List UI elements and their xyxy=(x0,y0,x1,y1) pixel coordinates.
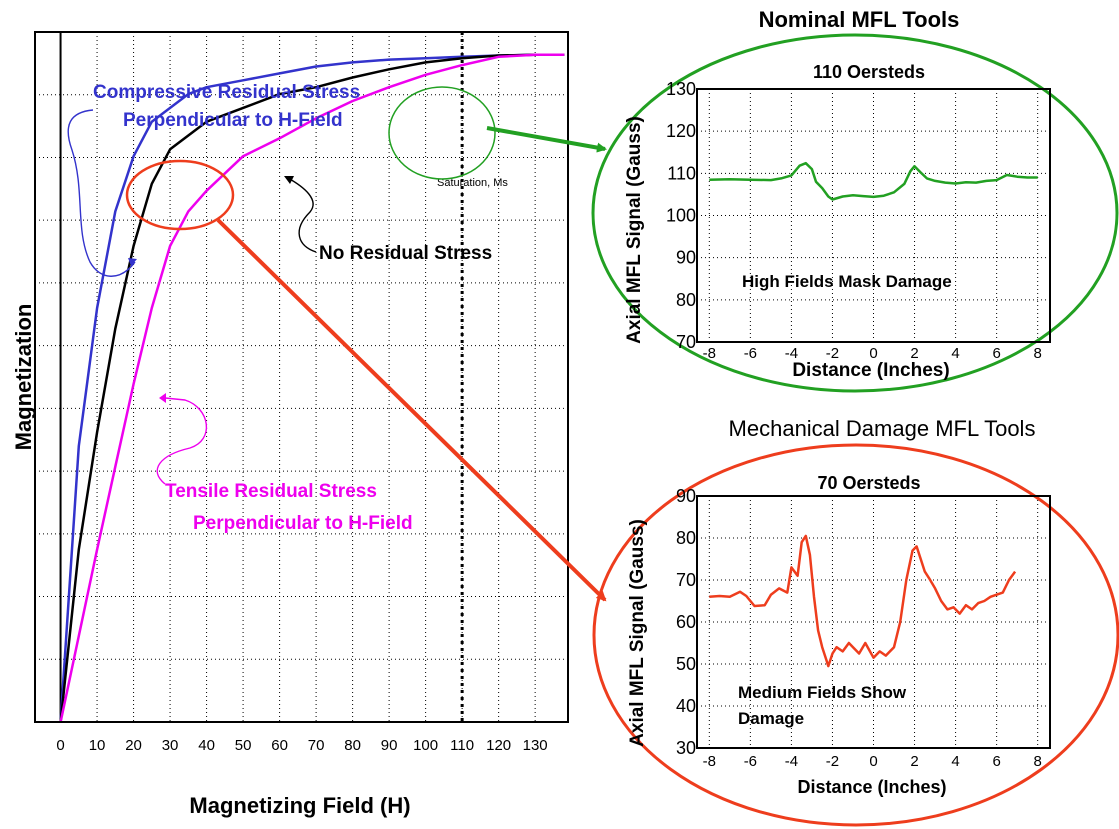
main-x-tick-label: 40 xyxy=(198,737,215,754)
mech-x-tick-label: 0 xyxy=(869,753,877,770)
mech-x-tick-label: 6 xyxy=(992,753,1000,770)
mech-y-tick-label: 30 xyxy=(676,738,696,758)
nominal-y-tick-label: 100 xyxy=(666,206,696,226)
nominal-x-tick-label: -8 xyxy=(703,345,716,362)
main-x-tick-label: 60 xyxy=(271,737,288,754)
nominal-series xyxy=(709,161,1038,201)
mech-grid xyxy=(697,496,1050,748)
nominal-mfl-panel: Nominal MFL Tools 110 Oersteds 708090100… xyxy=(591,7,1119,393)
red-callout-arrow xyxy=(216,218,607,602)
compressive-label-line-2: Perpendicular to H-Field xyxy=(123,110,343,131)
nominal-y-tick-label: 110 xyxy=(667,163,696,183)
mech-title: Mechanical Damage MFL Tools xyxy=(729,416,1036,441)
nominal-y-axis-title: Axial MFL Signal (Gauss) xyxy=(624,116,645,344)
nominal-y-tick-label: 90 xyxy=(676,248,696,268)
mech-x-tick-label: -6 xyxy=(744,753,757,770)
main-x-tick-label: 70 xyxy=(308,737,325,754)
mech-y-tick-label: 80 xyxy=(676,528,696,548)
mech-y-tick-label: 60 xyxy=(676,612,696,632)
main-x-tick-label: 90 xyxy=(381,737,398,754)
nominal-x-tick-label: -2 xyxy=(826,345,839,362)
tensile-pointer-head xyxy=(159,393,166,403)
no-stress-pointer xyxy=(287,177,317,253)
nominal-plot-frame xyxy=(696,88,1051,343)
compressive-label-line-1: Compressive Residual Stress xyxy=(93,82,360,103)
nominal-x-tick-label: -4 xyxy=(785,345,798,362)
saturation-label: Saturation, Ms xyxy=(437,177,508,189)
main-x-tick-label: 10 xyxy=(89,737,106,754)
nominal-grid xyxy=(697,89,1050,342)
mech-y-tick-label: 40 xyxy=(676,696,696,716)
nominal-y-tick-label: 120 xyxy=(666,121,696,141)
nominal-x-tick-label: 6 xyxy=(992,345,1000,362)
main-x-tick-label: 120 xyxy=(486,737,511,754)
mech-annotation-line-1: Medium Fields Show xyxy=(738,683,907,702)
compressive-pointer-head xyxy=(128,258,137,266)
nominal-title: Nominal MFL Tools xyxy=(759,7,960,32)
nominal-ellipse xyxy=(591,33,1119,393)
tensile-label-line-2: Perpendicular to H-Field xyxy=(193,513,413,534)
mech-x-tick-label: 2 xyxy=(910,753,918,770)
main-x-tick-label: 80 xyxy=(344,737,361,754)
mech-series xyxy=(709,534,1017,668)
mech-series-line-0 xyxy=(709,534,1017,668)
nominal-x-axis-title: Distance (Inches) xyxy=(792,360,949,381)
mech-ellipse xyxy=(592,443,1119,827)
nominal-x-tick-label: -6 xyxy=(744,345,757,362)
mech-subtitle: 70 Oersteds xyxy=(817,473,920,493)
main-x-ticks: 0 10 20 30 40 50 60 70 80 90 100 110 120 130 xyxy=(56,737,547,754)
nominal-y-tick-label: 130 xyxy=(666,79,696,99)
tensile-pointer xyxy=(156,397,207,485)
mech-annotation-line-2: Damage xyxy=(738,709,804,728)
nominal-y-tick-label: 80 xyxy=(676,290,696,310)
nominal-series-line-0 xyxy=(709,161,1038,201)
main-x-tick-label: 0 xyxy=(56,737,64,754)
main-plot-frame xyxy=(34,31,569,723)
nominal-annotation: High Fields Mask Damage xyxy=(742,272,952,291)
main-grid xyxy=(35,32,568,722)
mech-plot-frame xyxy=(696,495,1051,749)
main-x-tick-label: 100 xyxy=(413,737,438,754)
main-x-axis-title: Magnetizing Field (H) xyxy=(189,793,410,818)
main-x-tick-label: 30 xyxy=(162,737,179,754)
green-callout-arrow xyxy=(486,126,607,153)
main-series xyxy=(59,53,565,723)
nominal-subtitle: 110 Oersteds xyxy=(813,62,925,82)
mech-y-tick-label: 90 xyxy=(676,486,696,506)
nominal-x-tick-label: 2 xyxy=(910,345,918,362)
main-series-line-2 xyxy=(59,53,565,723)
nominal-ticks: 70 80 90 100 110 120 130 -8 -6 -4 -2 0 2 4 6 8 xyxy=(666,79,1042,362)
mech-x-tick-label: -8 xyxy=(703,753,716,770)
no-stress-label: No Residual Stress xyxy=(319,243,492,264)
nominal-y-tick-label: 70 xyxy=(676,332,696,352)
nominal-x-tick-label: 0 xyxy=(869,345,877,362)
main-x-tick-label: 50 xyxy=(235,737,252,754)
main-series-line-0 xyxy=(59,53,565,723)
mechanical-damage-panel: Mechanical Damage MFL Tools 70 Oersteds … xyxy=(592,416,1119,827)
mech-y-tick-label: 70 xyxy=(676,570,696,590)
mech-x-tick-label: -4 xyxy=(785,753,798,770)
nominal-x-tick-label: 4 xyxy=(951,345,959,362)
magnetization-chart: 0 10 20 30 40 50 60 70 80 90 100 110 120 130 Magnetiz… xyxy=(11,31,569,818)
mech-y-axis-title: Axial MFL Signal (Gauss) xyxy=(627,519,648,747)
tensile-label-line-1: Tensile Residual Stress xyxy=(165,481,377,502)
nominal-x-tick-label: 8 xyxy=(1034,345,1042,362)
mech-x-tick-label: -2 xyxy=(826,753,839,770)
mech-ticks: 30 40 50 60 70 80 90 -8 -6 -4 -2 0 2 4 6 8 xyxy=(676,486,1042,770)
main-y-axis-title: Magnetization xyxy=(11,304,36,451)
saturation-ellipse xyxy=(388,86,496,180)
main-x-tick-label: 130 xyxy=(523,737,548,754)
knee-ellipse xyxy=(125,159,235,231)
main-x-tick-label: 20 xyxy=(125,737,142,754)
mech-x-axis-title: Distance (Inches) xyxy=(797,777,946,797)
main-series-line-1 xyxy=(59,53,565,723)
compressive-pointer xyxy=(67,109,136,277)
mech-x-tick-label: 8 xyxy=(1034,753,1042,770)
no-stress-pointer-head xyxy=(284,176,294,184)
main-x-tick-label: 110 xyxy=(450,737,474,754)
mech-y-tick-label: 50 xyxy=(676,654,696,674)
mech-x-tick-label: 4 xyxy=(951,753,959,770)
